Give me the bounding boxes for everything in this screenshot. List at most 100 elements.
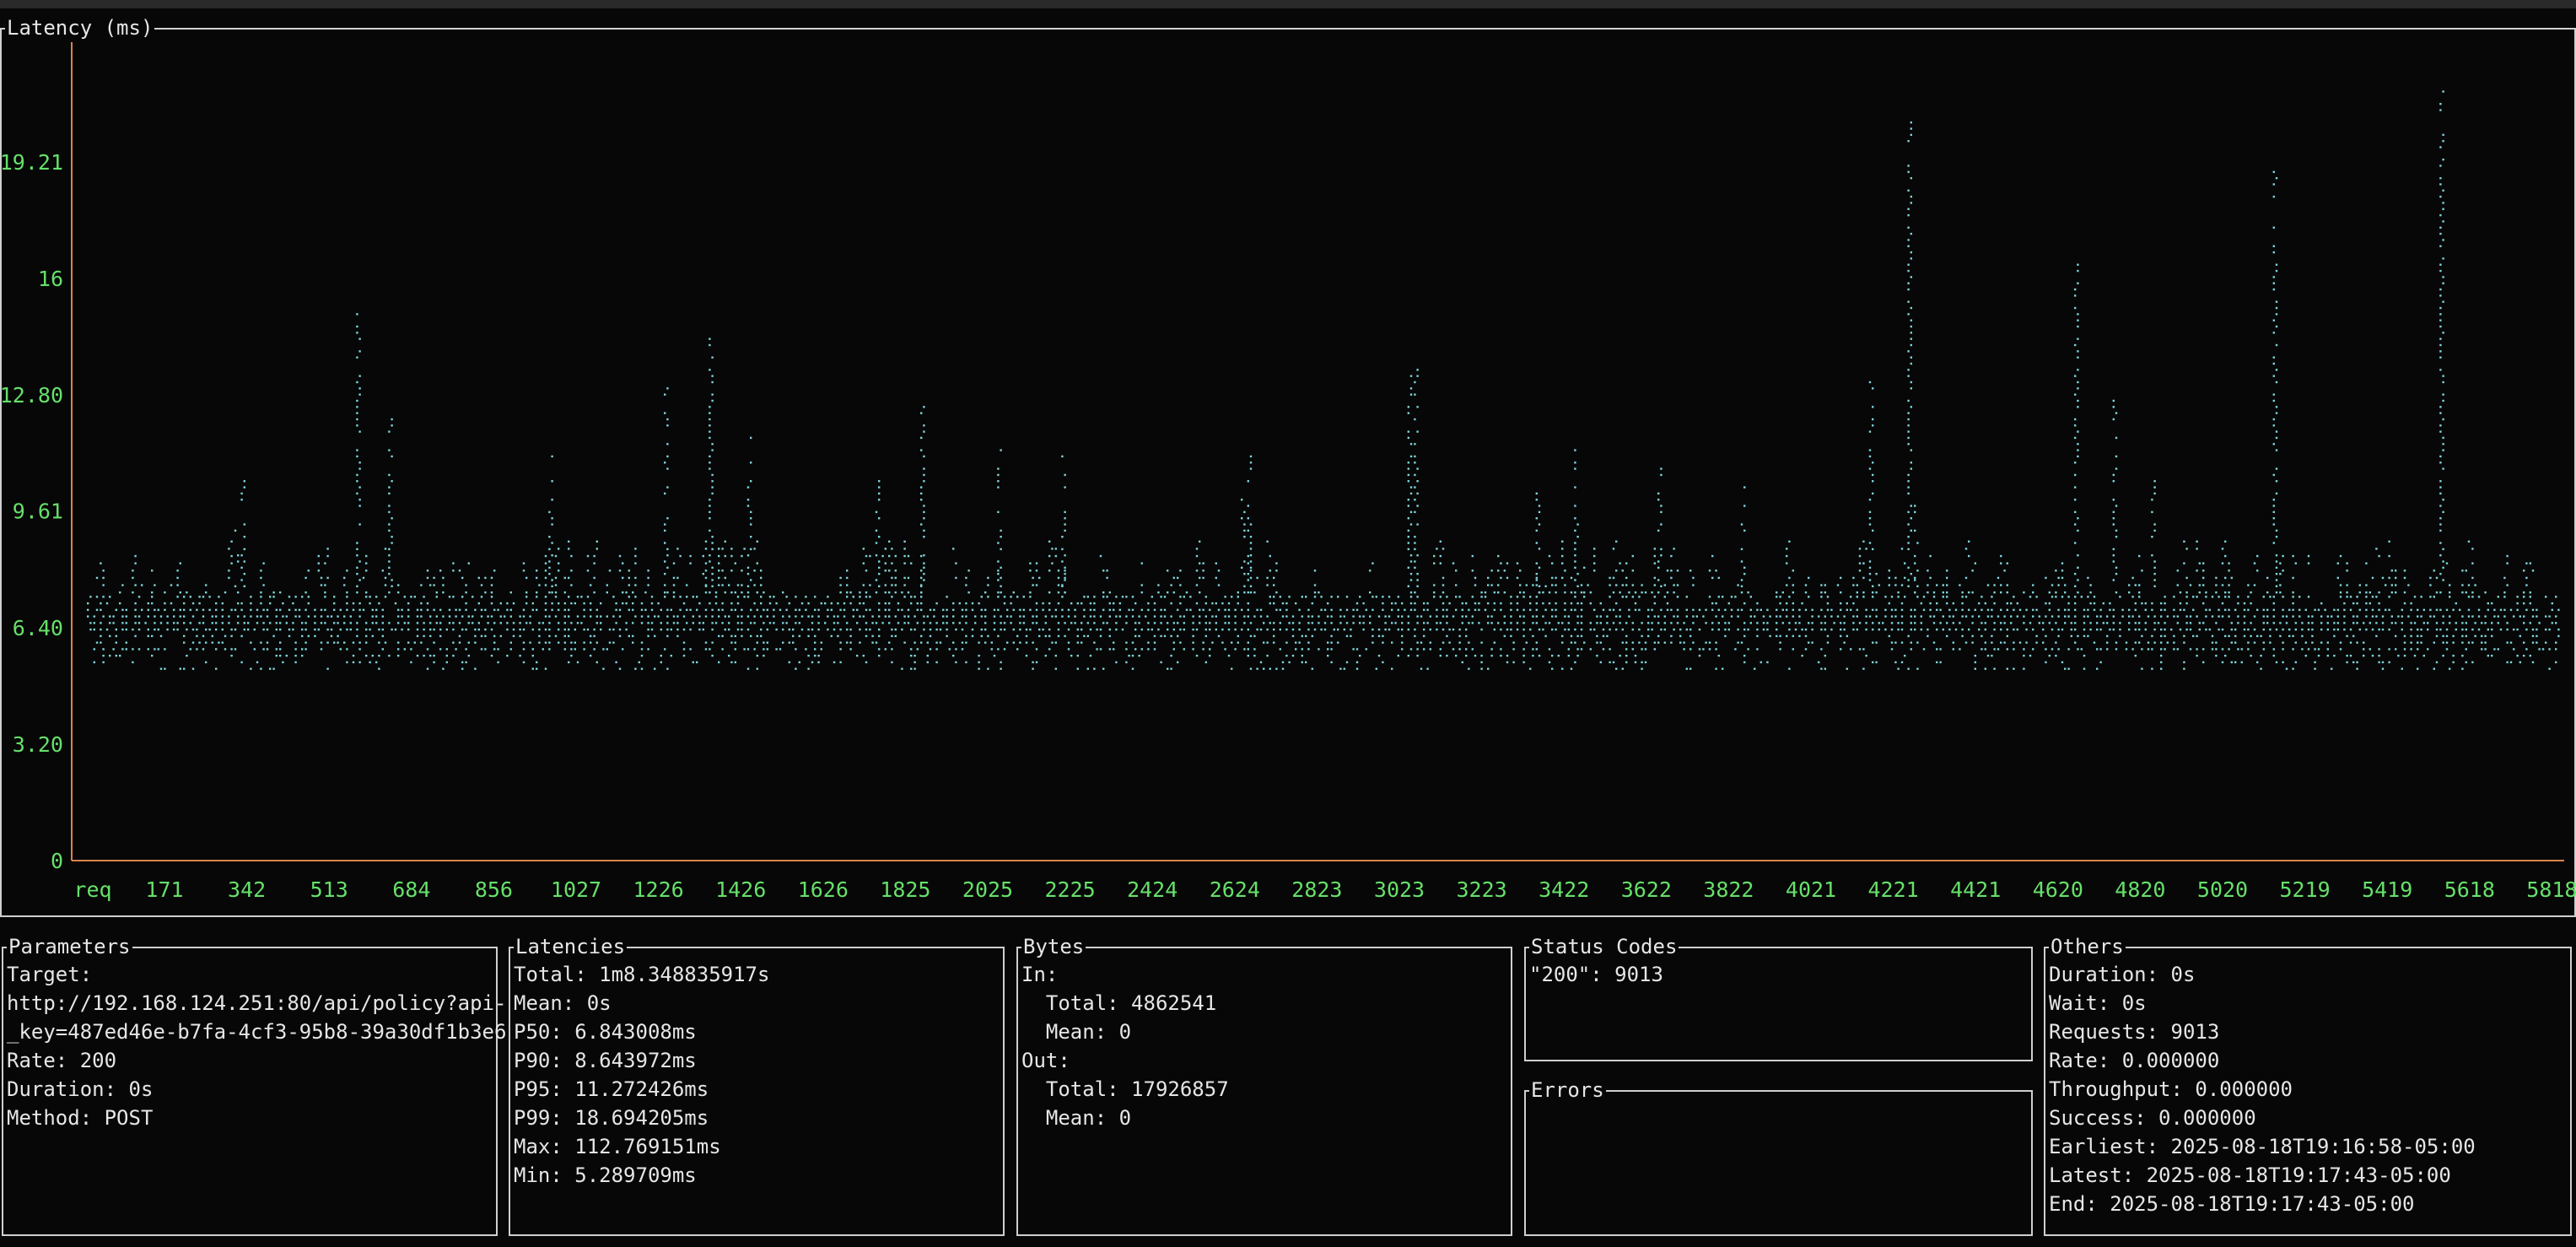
latency-point: [2385, 608, 2387, 612]
latency-point: [1301, 654, 1303, 657]
latency-point: [2064, 591, 2067, 594]
latency-point: [1019, 641, 1021, 644]
latency-point: [814, 641, 816, 644]
latency-point: [1779, 596, 1781, 598]
latency-point: [294, 641, 297, 644]
latency-point: [1506, 654, 1509, 657]
latency-point: [1657, 622, 1660, 624]
latency-point: [375, 615, 378, 618]
latency-point: [1019, 615, 1021, 618]
latency-point: [2349, 641, 2352, 644]
latency-point: [1054, 667, 1057, 670]
latency-point: [1407, 517, 1409, 520]
latency-point: [666, 634, 669, 638]
latency-point: [711, 572, 714, 575]
latency-point: [1984, 648, 1986, 650]
latency-point: [2115, 505, 2118, 507]
latency-point: [2439, 319, 2442, 321]
latency-point: [288, 634, 291, 638]
latency-point: [2435, 608, 2439, 612]
latency-point: [2183, 641, 2185, 644]
latency-point: [913, 654, 916, 657]
latency-point: [615, 622, 617, 624]
latency-point: [1961, 596, 1964, 598]
latency-point: [650, 596, 654, 598]
latency-point: [814, 608, 816, 612]
latency-point: [1217, 584, 1221, 586]
latency-point: [2417, 648, 2419, 650]
latency-point: [1792, 634, 1794, 638]
latency-point: [1295, 641, 1297, 644]
latency-point: [2153, 628, 2156, 631]
latency-point: [304, 591, 307, 594]
latency-point: [1850, 596, 1852, 598]
latency-point: [461, 576, 464, 580]
latency-point: [2192, 634, 2195, 638]
latency-point: [1580, 648, 1583, 650]
latency-point: [1279, 628, 1281, 631]
latency-point: [1414, 602, 1416, 605]
latency-point: [730, 554, 733, 558]
latency-point: [164, 608, 166, 612]
latency-point: [531, 667, 534, 670]
latency-point: [1910, 462, 1912, 464]
latency-point: [1657, 634, 1660, 638]
latency-point: [1792, 584, 1794, 586]
latency-point: [1288, 596, 1291, 598]
latency-point: [926, 661, 929, 664]
latency-point: [2314, 648, 2316, 650]
latency-point: [640, 641, 644, 644]
latencies-title: Latencies: [514, 935, 628, 958]
latency-point: [324, 608, 326, 612]
latency-point: [358, 387, 361, 390]
latency-point: [869, 554, 871, 558]
latency-point: [1522, 622, 1525, 624]
latency-point: [1868, 517, 1872, 520]
latency-point: [1663, 641, 1666, 644]
latency-point: [2346, 634, 2348, 638]
latency-point: [984, 622, 987, 624]
latency-point: [1516, 596, 1519, 598]
latency-point: [711, 399, 714, 402]
latency-point: [2375, 615, 2378, 618]
latency-point: [2230, 641, 2233, 644]
latency-point: [1535, 584, 1538, 586]
latency-point: [243, 622, 245, 624]
latency-point: [1227, 622, 1231, 624]
latency-point: [2304, 641, 2307, 644]
latency-point: [2449, 667, 2451, 670]
latency-point: [2403, 634, 2406, 638]
latency-point: [388, 430, 391, 433]
latency-point: [2074, 486, 2077, 489]
latency-point: [2442, 332, 2444, 334]
latency-point: [997, 591, 1000, 594]
latency-point: [433, 608, 435, 612]
latency-point: [1035, 570, 1038, 572]
latency-point: [2417, 634, 2419, 638]
latency-point: [522, 661, 525, 664]
latency-point: [1808, 641, 1810, 644]
latency-point: [215, 602, 218, 605]
latency-point: [551, 542, 553, 544]
latency-point: [846, 628, 849, 631]
latency-point: [2115, 436, 2118, 440]
latency-point: [2128, 628, 2131, 631]
latency-point: [1409, 510, 1413, 514]
latency-point: [1510, 628, 1512, 631]
latency-point: [1914, 510, 1916, 514]
latency-point: [1830, 628, 1833, 631]
latency-point: [358, 648, 361, 650]
latency-point: [709, 648, 711, 650]
latency-point: [1914, 554, 1916, 558]
latency-point: [1910, 325, 1912, 328]
latency-point: [102, 654, 105, 657]
latency-point: [1952, 648, 1954, 650]
latency-point: [978, 667, 980, 670]
latency-point: [445, 661, 448, 664]
latency-point: [833, 615, 836, 618]
latency-point: [388, 572, 391, 575]
latency-point: [2153, 529, 2156, 532]
parameters-line: Rate: 200: [7, 1049, 117, 1072]
latency-point: [2099, 615, 2102, 618]
latency-point: [1407, 406, 1409, 408]
